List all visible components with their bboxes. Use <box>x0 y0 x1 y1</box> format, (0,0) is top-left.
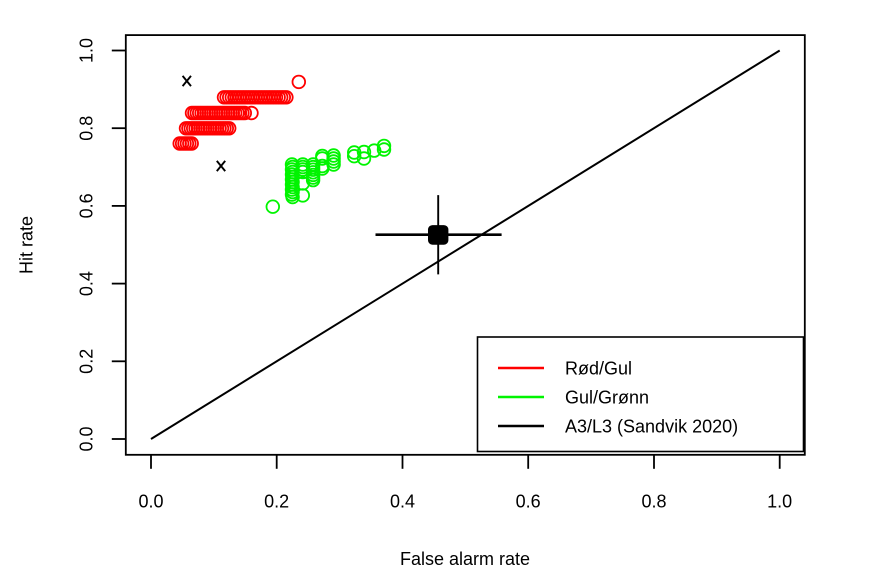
svg-text:0.4: 0.4 <box>77 271 97 296</box>
svg-text:Gul/Grønn: Gul/Grønn <box>565 387 649 407</box>
svg-text:0.8: 0.8 <box>77 116 97 141</box>
svg-text:False alarm rate: False alarm rate <box>400 549 530 569</box>
svg-text:0.0: 0.0 <box>138 492 163 512</box>
svg-text:0.6: 0.6 <box>77 193 97 218</box>
svg-text:0.2: 0.2 <box>264 492 289 512</box>
svg-text:A3/L3 (Sandvik 2020): A3/L3 (Sandvik 2020) <box>565 416 738 436</box>
svg-text:Hit rate: Hit rate <box>17 216 37 274</box>
svg-text:1.0: 1.0 <box>767 492 792 512</box>
svg-text:0.4: 0.4 <box>390 492 415 512</box>
svg-text:0.0: 0.0 <box>77 426 97 451</box>
svg-text:0.8: 0.8 <box>641 492 666 512</box>
svg-text:0.6: 0.6 <box>516 492 541 512</box>
svg-text:Rød/Gul: Rød/Gul <box>565 358 632 378</box>
svg-text:1.0: 1.0 <box>77 38 97 63</box>
svg-text:0.2: 0.2 <box>77 349 97 374</box>
